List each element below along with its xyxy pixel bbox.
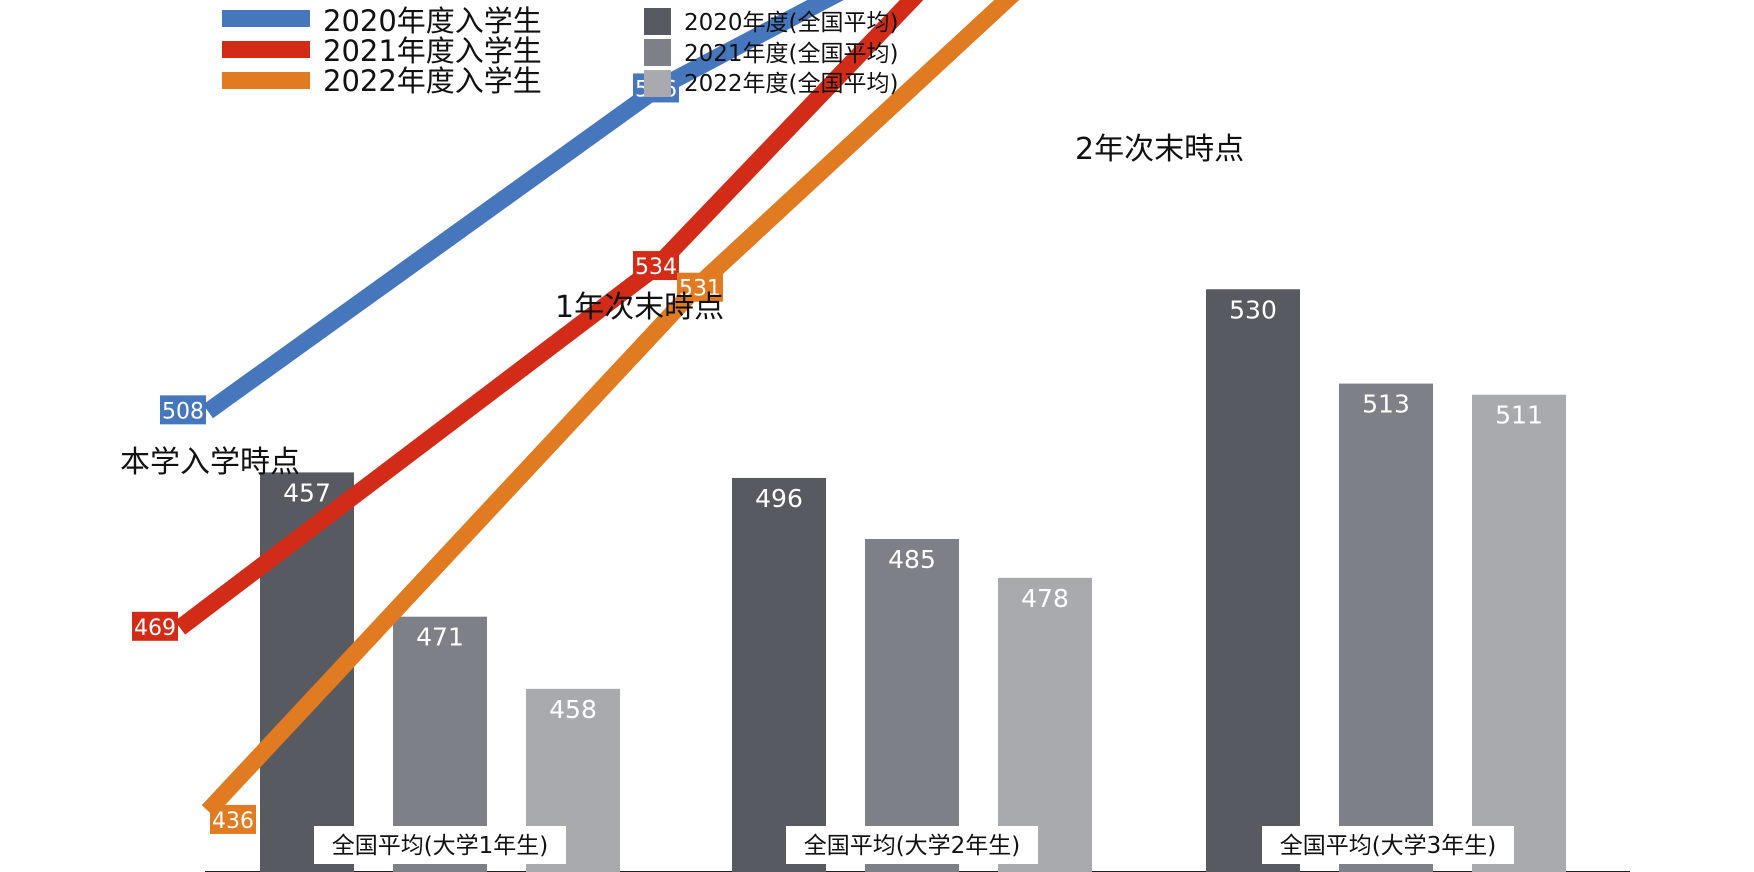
line-point-marker: [210, 804, 256, 834]
bar-value-label: 513: [1362, 390, 1410, 419]
bar-value-label: 530: [1229, 295, 1277, 324]
line-point-marker: [160, 395, 206, 425]
legend-label-2021-entrants: 2021年度入学生: [323, 34, 542, 68]
bar-2020-cat2: [732, 477, 826, 872]
stage-label-entry: 本学入学時点: [120, 445, 300, 480]
bar-2022-cat2: [998, 577, 1092, 872]
legend-label-2021-national: 2021年度(全国平均): [684, 41, 898, 67]
legend-swatch-2022-entrants: [222, 72, 310, 89]
legend-label-2022-national: 2022年度(全国平均): [684, 71, 898, 97]
category-label-group: 全国平均(大学1年生) 全国平均(大学2年生) 全国平均(大学3年生): [314, 826, 1514, 864]
legend-lines: 2020年度入学生 2021年度入学生 2022年度入学生: [222, 4, 542, 98]
category-label-bg-1: [314, 826, 566, 864]
stage-label-year2: 2年次末時点: [1075, 132, 1244, 167]
legend-swatch-2020-national: [644, 8, 671, 35]
line-value-label: 469: [134, 616, 176, 641]
line-value-label: 508: [162, 399, 204, 424]
line-point-marker: [633, 251, 679, 281]
bar-2022-cat3: [1472, 394, 1566, 872]
category-label-bg-3: [1262, 826, 1514, 864]
bar-value-label: 458: [549, 695, 597, 724]
legend-bars: 2020年度(全国平均) 2021年度(全国平均) 2022年度(全国平均): [644, 8, 898, 97]
bar-value-label: 511: [1495, 401, 1543, 430]
bar-2021-cat3: [1339, 383, 1433, 872]
bar-2020-cat3: [1206, 289, 1300, 872]
line-value-label: 436: [212, 809, 254, 834]
legend-swatch-2021-national: [644, 39, 671, 66]
legend-swatch-2020-entrants: [222, 10, 310, 27]
line-value-label: 534: [635, 255, 677, 280]
bar-value-label: 457: [283, 478, 331, 507]
category-label-1: 全国平均(大学1年生): [332, 833, 549, 859]
bar-group: 457 471 458 496 485 478 530 513 511: [260, 289, 1566, 872]
line-value-label: 531: [679, 277, 721, 302]
bar-value-label: 485: [888, 545, 936, 574]
bar-value-label: 496: [755, 484, 803, 513]
category-label-bg-2: [786, 826, 1038, 864]
legend-swatch-2021-entrants: [222, 41, 310, 58]
bar-value-label: 478: [1021, 584, 1069, 613]
line-point-marker: [677, 272, 723, 302]
legend-swatch-2022-national: [644, 70, 671, 97]
legend-label-2020-national: 2020年度(全国平均): [684, 10, 898, 36]
category-label-3: 全国平均(大学3年生): [1280, 833, 1497, 859]
category-label-2: 全国平均(大学2年生): [804, 833, 1021, 859]
bar-2021-cat2: [865, 539, 959, 872]
bar-value-label: 471: [416, 623, 464, 652]
legend-label-2022-entrants: 2022年度入学生: [323, 64, 542, 98]
legend-label-2020-entrants: 2020年度入学生: [323, 4, 542, 38]
stage-label-year1: 1年次末時点: [555, 290, 724, 325]
line-point-marker: [132, 611, 178, 641]
